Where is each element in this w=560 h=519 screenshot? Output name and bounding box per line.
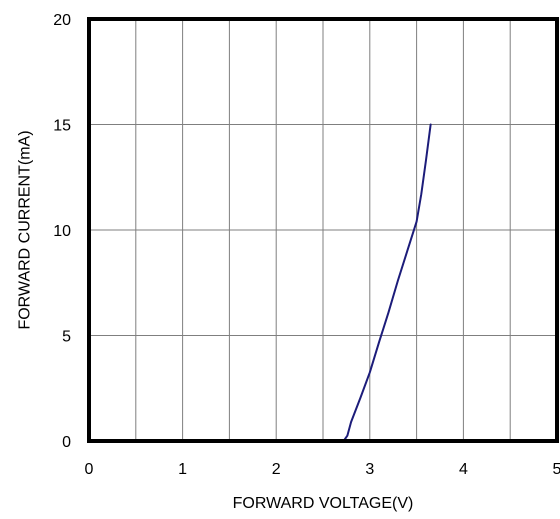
series-group [88, 123, 432, 442]
x-axis-title: FORWARD VOLTAGE(V) [233, 495, 414, 512]
x-tick-label: 5 [553, 461, 560, 478]
y-tick-label: 0 [62, 434, 71, 451]
plot-area-frame [87, 17, 559, 443]
x-tick-labels: 0 1 2 3 4 5 [85, 461, 560, 478]
y-tick-label: 5 [62, 329, 71, 346]
y-tick-labels: 0 5 10 15 20 [53, 12, 71, 451]
iv-curve-line [88, 123, 432, 442]
grid [89, 19, 557, 441]
y-tick-label: 15 [53, 118, 71, 135]
y-axis-title: FORWARD CURRENT(mA) [17, 130, 34, 329]
x-tick-label: 0 [85, 461, 94, 478]
x-tick-label: 2 [272, 461, 281, 478]
x-tick-label: 3 [365, 461, 374, 478]
x-tick-label: 4 [459, 461, 468, 478]
y-tick-label: 10 [53, 223, 71, 240]
y-tick-label: 20 [53, 12, 71, 29]
x-tick-label: 1 [178, 461, 187, 478]
